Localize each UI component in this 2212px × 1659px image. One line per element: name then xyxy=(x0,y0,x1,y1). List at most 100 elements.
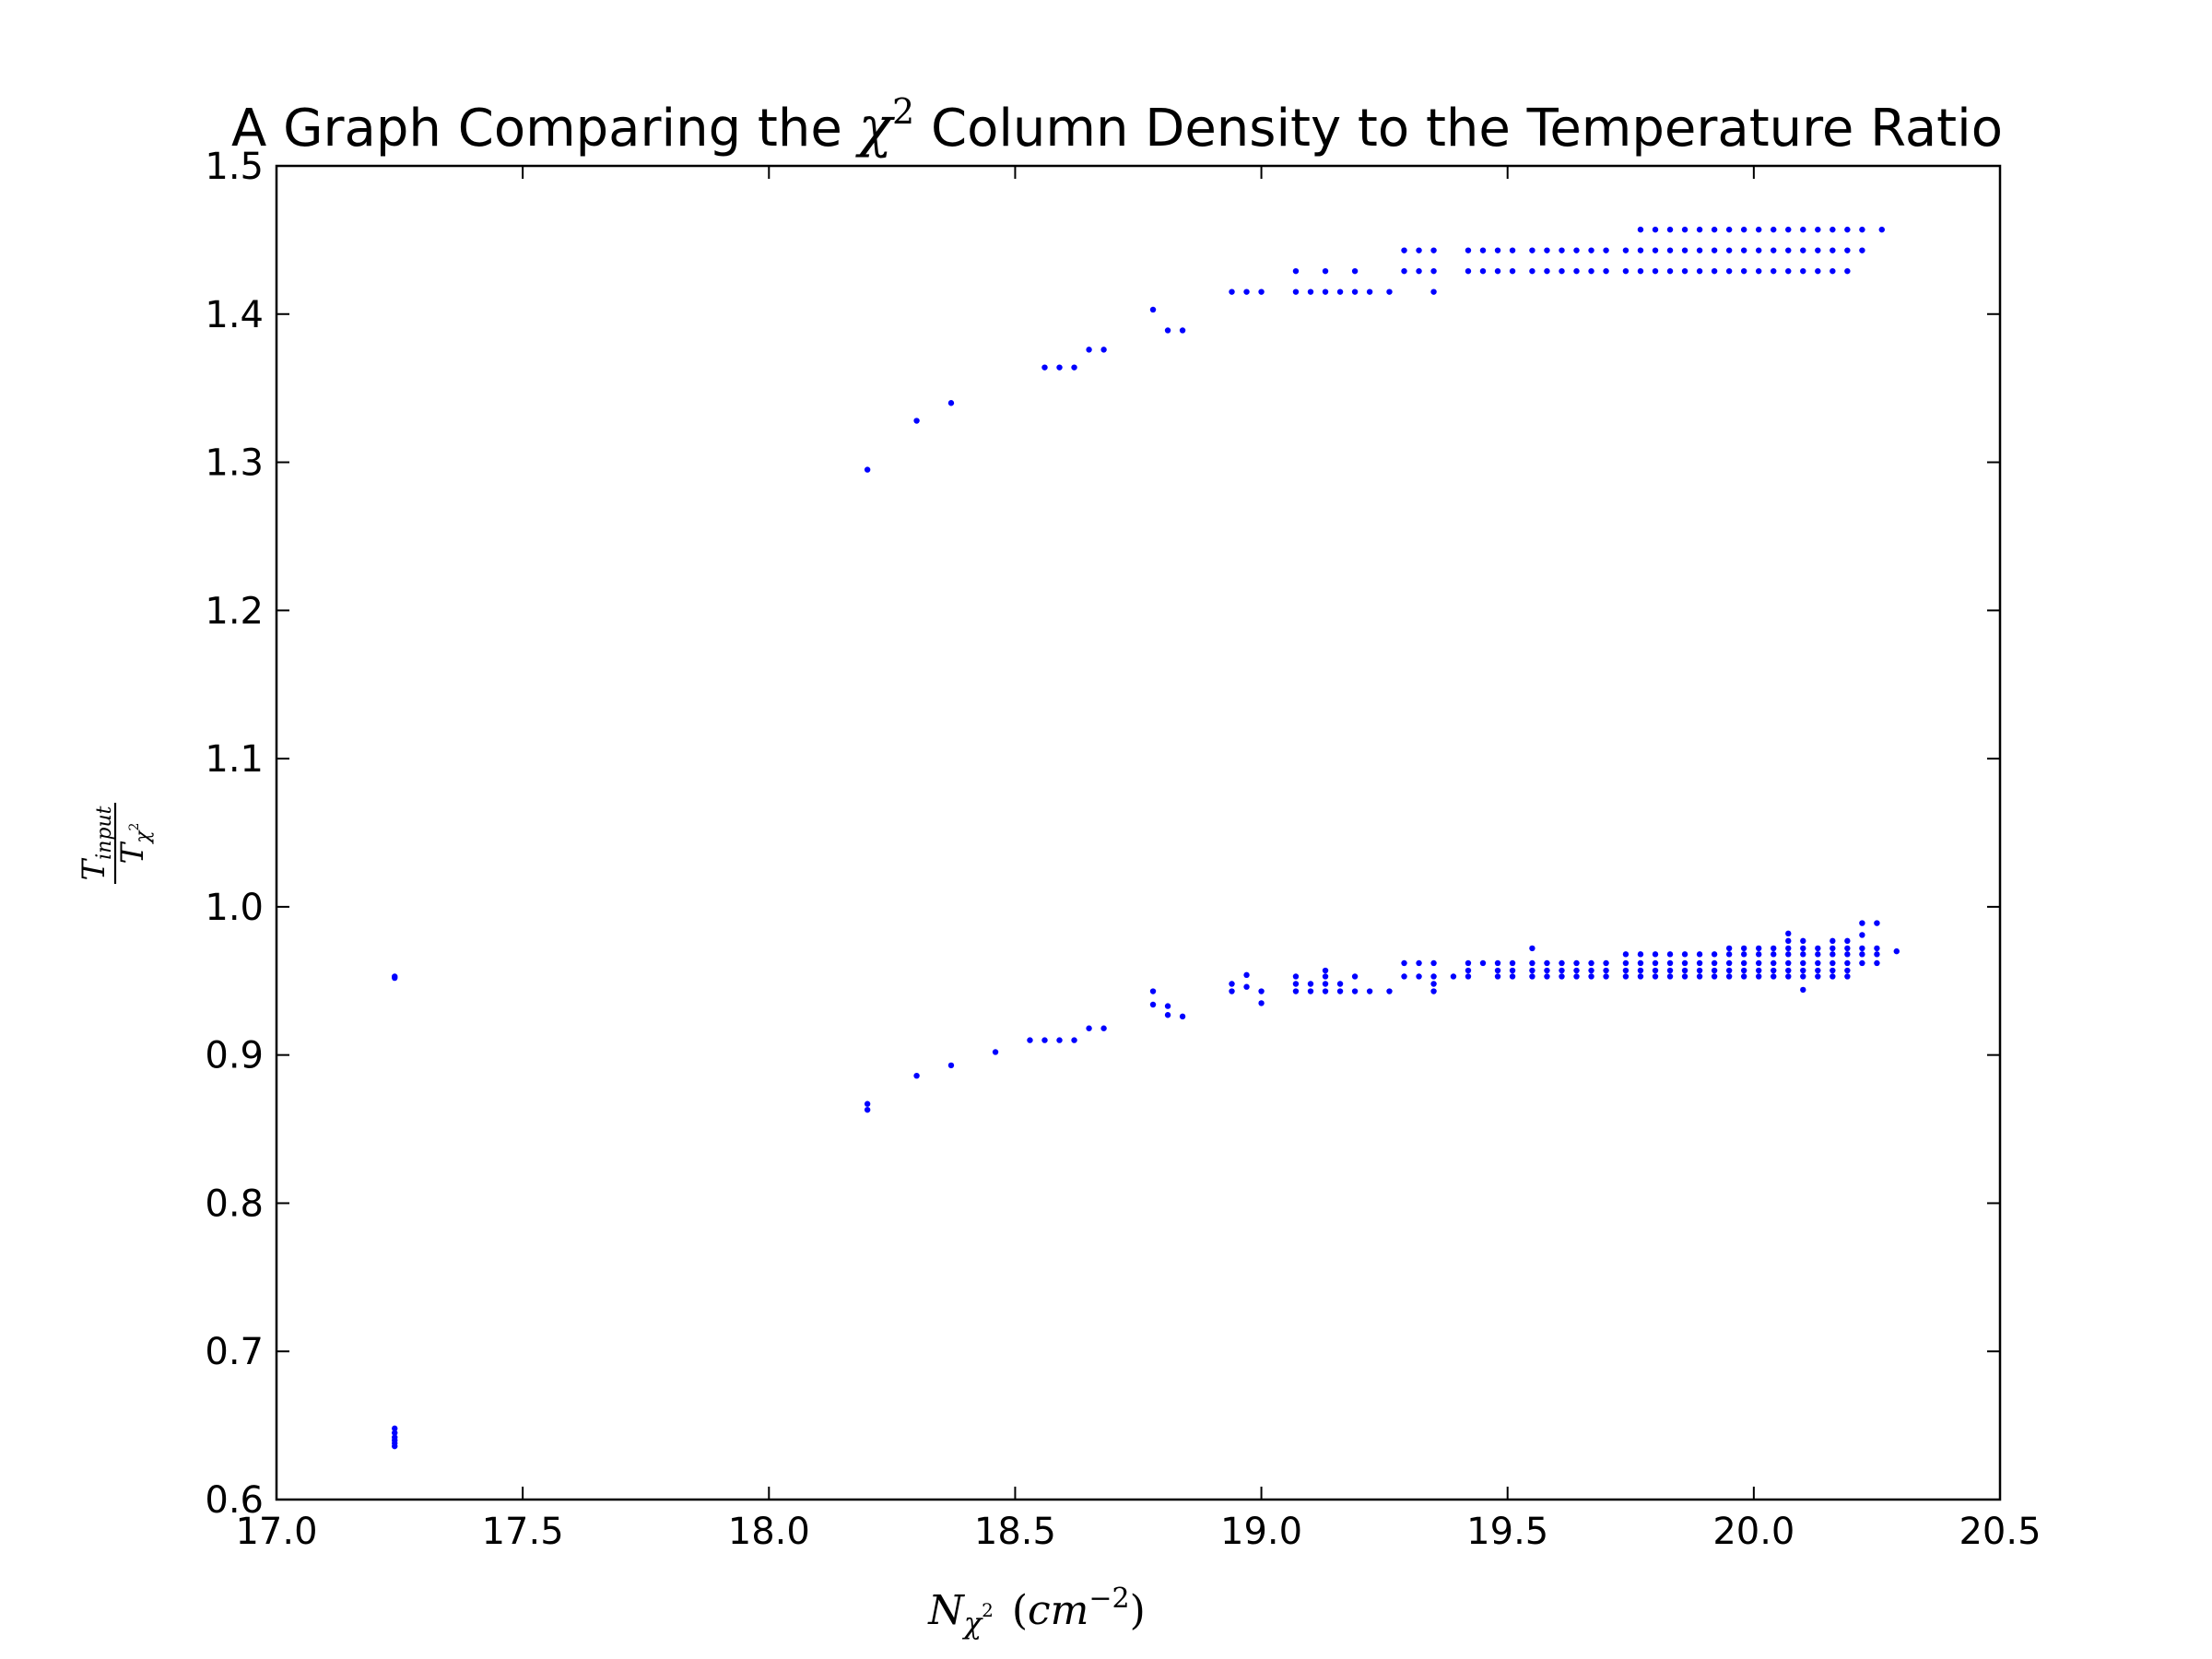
data-point xyxy=(392,974,398,982)
data-point xyxy=(1588,967,1594,974)
data-point xyxy=(1243,288,1250,295)
data-point xyxy=(1652,267,1659,275)
data-point xyxy=(1756,226,1762,233)
data-point xyxy=(1529,967,1535,974)
data-point xyxy=(1859,945,1865,952)
data-point xyxy=(1465,267,1472,275)
data-point xyxy=(1292,288,1300,295)
data-point xyxy=(1637,959,1644,967)
data-point xyxy=(1056,364,1063,371)
y-axis-label-den-base: T xyxy=(114,841,151,864)
data-point xyxy=(864,466,871,473)
data-point xyxy=(1229,988,1235,994)
data-point xyxy=(1800,986,1806,994)
data-point xyxy=(1800,973,1806,980)
data-point xyxy=(1725,973,1733,980)
data-point xyxy=(1041,364,1048,371)
data-point xyxy=(1509,973,1516,980)
data-point xyxy=(1830,951,1836,958)
data-point xyxy=(1666,967,1674,974)
data-point xyxy=(1666,973,1674,980)
data-point xyxy=(1830,267,1836,275)
data-point xyxy=(1681,267,1688,275)
x-axis-label: Nχ2 (cm−2) xyxy=(927,1583,1146,1641)
data-point xyxy=(1292,267,1300,275)
data-point xyxy=(1785,937,1792,945)
data-point xyxy=(1559,967,1565,974)
data-point xyxy=(1494,267,1501,275)
data-point xyxy=(1149,988,1157,994)
data-point xyxy=(1874,951,1880,958)
data-point xyxy=(1771,226,1777,233)
data-point xyxy=(947,400,955,406)
data-point xyxy=(1559,973,1565,980)
data-point xyxy=(1149,306,1157,313)
data-point xyxy=(1874,945,1880,952)
data-point xyxy=(1771,267,1777,275)
data-point xyxy=(1430,959,1437,967)
data-point xyxy=(1603,247,1609,253)
data-point xyxy=(1559,247,1565,253)
data-point xyxy=(1637,967,1644,974)
data-point xyxy=(1815,247,1821,253)
data-point xyxy=(1229,288,1235,295)
data-point xyxy=(1529,973,1535,980)
x-axis-label-units-open: ( xyxy=(1012,1587,1028,1634)
data-point xyxy=(1351,988,1359,994)
y-tick-label: 1.2 xyxy=(205,590,264,632)
data-point xyxy=(1740,951,1747,958)
data-point xyxy=(1479,959,1487,967)
data-point xyxy=(1725,967,1733,974)
x-axis-label-sub-base: χ xyxy=(962,1606,983,1641)
data-point xyxy=(1479,267,1487,275)
data-point xyxy=(1756,951,1762,958)
data-point xyxy=(1086,1025,1092,1031)
data-point xyxy=(1307,988,1314,994)
data-point xyxy=(1179,1013,1186,1020)
data-point xyxy=(1740,973,1747,980)
data-point xyxy=(1800,247,1806,253)
data-point xyxy=(1430,973,1437,980)
data-point xyxy=(913,1072,920,1079)
data-point xyxy=(1725,247,1733,253)
x-axis-label-units-sup: −2 xyxy=(1088,1583,1129,1615)
plot-frame xyxy=(275,164,2002,1501)
data-point xyxy=(947,1062,955,1069)
data-point xyxy=(1800,959,1806,967)
y-tick-label: 1.0 xyxy=(205,887,264,929)
data-point xyxy=(1666,959,1674,967)
data-point xyxy=(1830,973,1836,980)
chart-title-math-sup: 2 xyxy=(892,91,914,132)
data-point xyxy=(1800,226,1806,233)
data-point xyxy=(1622,267,1630,275)
data-point xyxy=(1229,981,1235,987)
data-point xyxy=(1529,247,1535,253)
data-point xyxy=(1386,988,1393,994)
y-axis-label-den-sub-sup: 2 xyxy=(127,823,142,831)
data-point xyxy=(1637,247,1644,253)
data-point xyxy=(1859,247,1865,253)
data-point xyxy=(1243,983,1250,990)
data-point xyxy=(1785,951,1792,958)
data-point xyxy=(1785,247,1792,253)
data-point xyxy=(1800,967,1806,974)
data-point xyxy=(1292,973,1300,980)
data-point xyxy=(1544,267,1550,275)
data-point xyxy=(1164,327,1171,334)
data-point xyxy=(1652,967,1659,974)
data-point xyxy=(1815,973,1821,980)
data-point xyxy=(1086,347,1092,353)
x-tick-label: 19.0 xyxy=(1220,1511,1302,1553)
data-point xyxy=(1465,973,1472,980)
data-point xyxy=(1666,951,1674,958)
data-point xyxy=(1149,1001,1157,1008)
data-point xyxy=(1637,226,1644,233)
data-point xyxy=(1366,988,1373,994)
data-point xyxy=(1740,267,1747,275)
data-point xyxy=(1322,973,1329,980)
data-point xyxy=(1830,247,1836,253)
data-point xyxy=(1652,973,1659,980)
data-point xyxy=(1859,932,1865,938)
data-point xyxy=(1830,937,1836,945)
